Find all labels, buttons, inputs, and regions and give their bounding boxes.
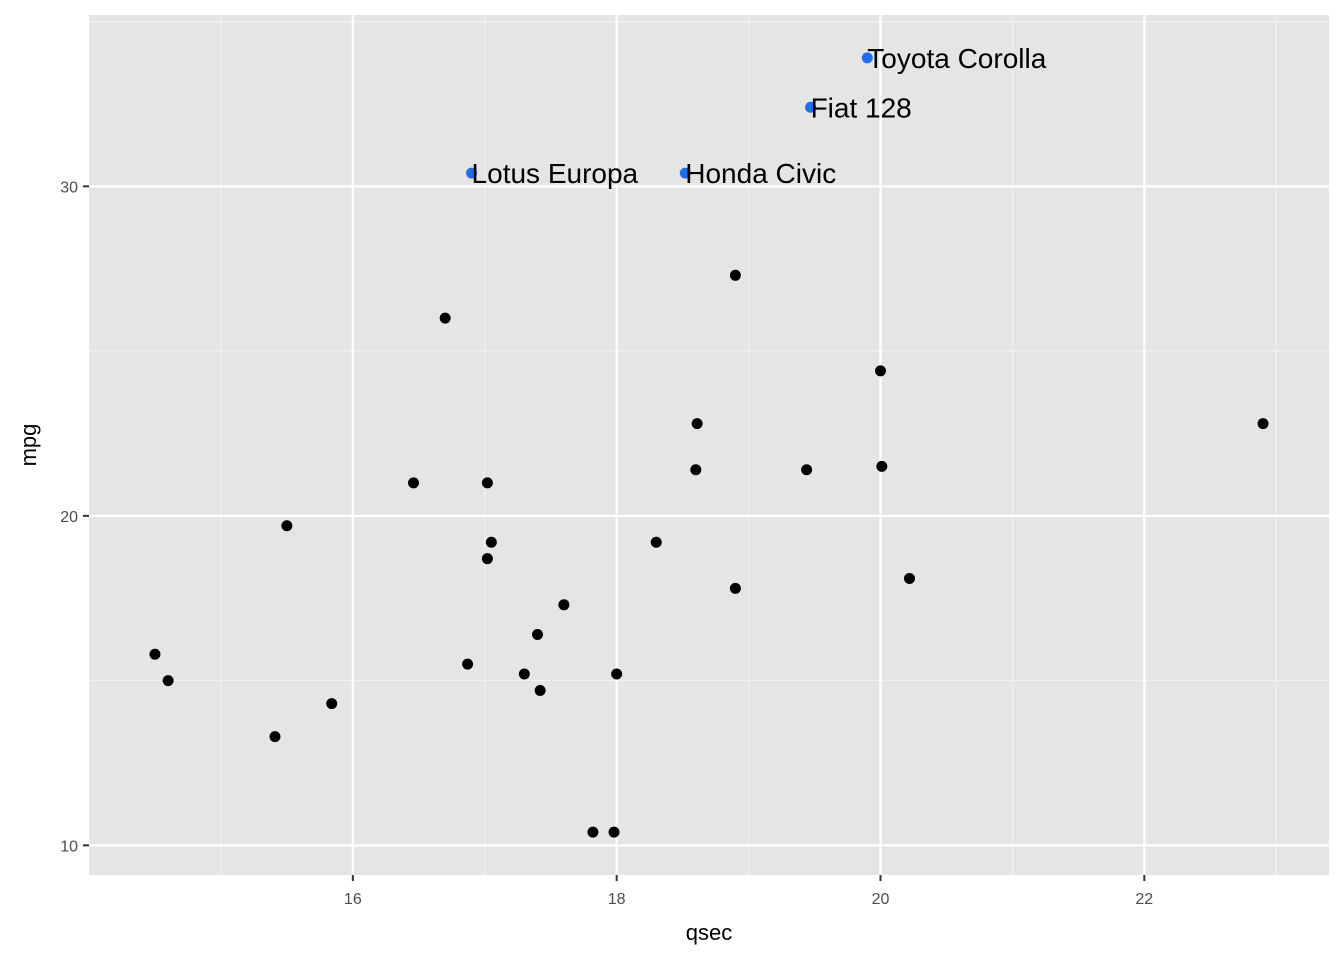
data-point [162,675,174,687]
data-point [481,477,493,489]
data-point [485,536,497,548]
data-point [269,731,281,743]
x-tick-label: 22 [1135,891,1153,908]
y-axis: 10 20 30 [60,179,89,855]
highlighted-point [466,167,478,179]
x-tick-label: 18 [608,891,626,908]
highlighted-point [861,52,873,64]
plot-panel [89,15,1329,875]
data-point [691,418,703,430]
major-gridlines [89,15,1329,875]
data-point [532,628,544,640]
data-point [729,269,741,281]
data-point [587,826,599,838]
y-axis-title: mpg [16,424,41,467]
data-point [481,553,493,565]
point-label: Toyota Corolla [867,43,1046,74]
point-labels: Fiat 128 Honda Civic Toyota Corolla Lotus E… [472,43,1047,189]
y-tick-label: 10 [60,838,78,855]
data-point [608,826,620,838]
data-point [874,365,886,377]
data-point [558,599,570,611]
data-point [611,668,623,680]
data-point [281,520,293,532]
y-tick-label: 30 [60,179,78,196]
data-point [462,658,474,670]
data-point [408,477,420,489]
highlighted-point [679,167,691,179]
point-label: Fiat 128 [811,92,912,123]
data-point [876,460,888,472]
minor-gridlines [89,15,1329,875]
data-point [1257,418,1269,430]
data-point [690,464,702,476]
highlighted-point [805,101,817,113]
data-point [518,668,530,680]
point-label: Lotus Europa [472,158,639,189]
data-point [801,464,813,476]
data-point [326,698,338,710]
data-point [149,648,161,660]
x-axis-title: qsec [686,920,732,945]
data-point [439,312,451,324]
data-point [729,582,741,594]
y-tick-label: 20 [60,509,78,526]
x-axis: 16 18 20 22 [344,875,1153,908]
data-points [149,52,1269,838]
data-point [650,536,662,548]
x-tick-label: 16 [344,891,362,908]
data-point [904,572,916,584]
point-label: Honda Civic [685,158,836,189]
x-tick-label: 20 [872,891,890,908]
data-point [534,684,546,696]
